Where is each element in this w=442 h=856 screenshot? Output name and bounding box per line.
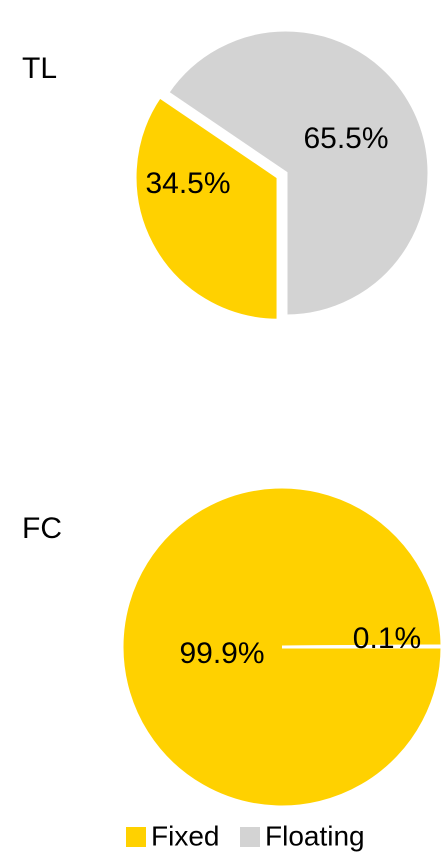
legend-label: Fixed	[151, 820, 219, 851]
chart-title: FC	[22, 512, 62, 545]
data-label: 0.1%	[353, 622, 421, 655]
pie-slice	[165, 28, 431, 318]
legend-swatch	[126, 827, 146, 847]
data-label: 65.5%	[303, 122, 388, 155]
chart-title: TL	[22, 52, 57, 85]
data-label: 99.9%	[179, 637, 264, 670]
data-label: 34.5%	[145, 167, 230, 200]
legend-label: Floating	[265, 820, 365, 851]
legend-swatch	[240, 827, 260, 847]
pie-slice	[133, 94, 280, 322]
